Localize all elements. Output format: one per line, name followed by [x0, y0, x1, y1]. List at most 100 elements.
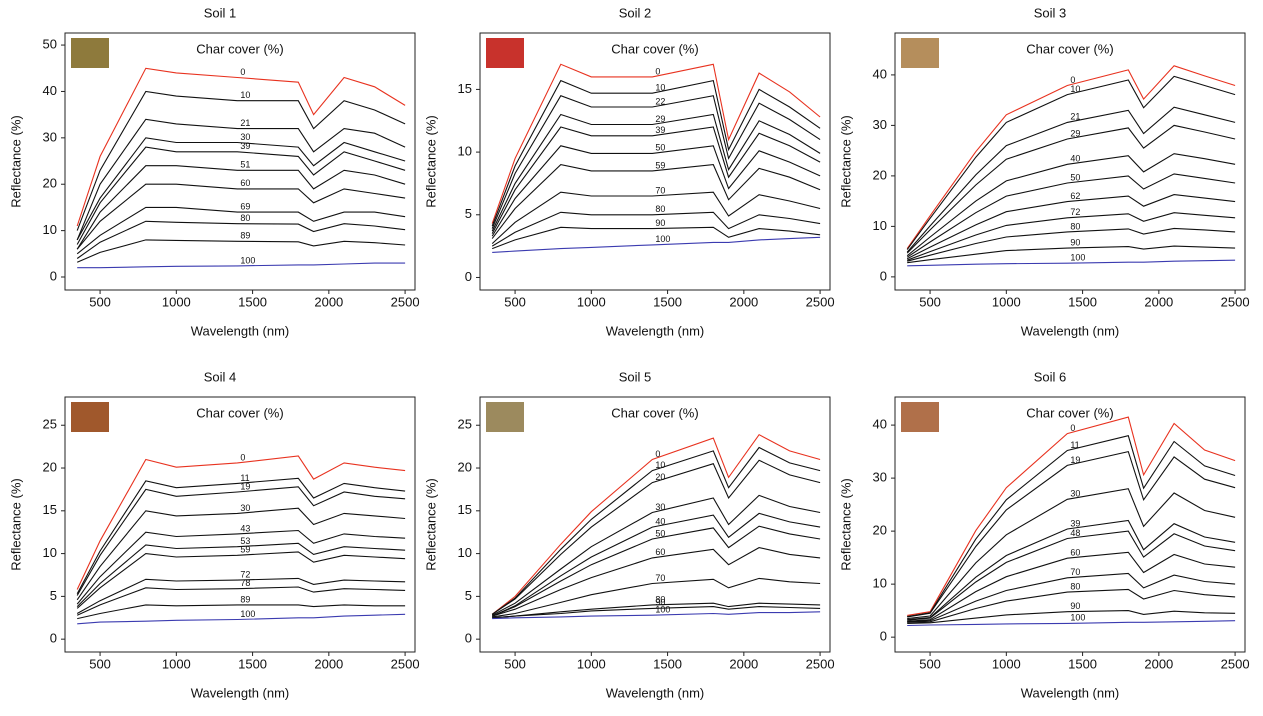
series-label: 80 [655, 594, 665, 604]
y-tick-label: 20 [458, 459, 472, 474]
spectrum-line [77, 604, 406, 620]
x-tick-label: 1500 [1068, 294, 1097, 309]
series-label: 80 [1070, 221, 1080, 231]
y-axis-label: Reflectance (%) [8, 115, 23, 207]
series-label: 100 [1070, 253, 1085, 263]
series-label: 80 [240, 213, 250, 223]
series-label: 10 [655, 460, 665, 470]
spectrum-line [76, 146, 406, 245]
series-label: 30 [655, 502, 665, 512]
series-label: 29 [1070, 128, 1080, 138]
x-tick-label: 1500 [1068, 656, 1097, 671]
spectrum-line [492, 611, 821, 620]
series-label: 80 [655, 204, 665, 214]
spectrum-line [76, 455, 406, 590]
y-tick-label: 15 [458, 81, 472, 96]
x-tick-label: 1000 [162, 656, 191, 671]
soil-swatch [71, 402, 109, 432]
series-label: 10 [655, 83, 665, 93]
series-label: 11 [240, 473, 249, 483]
spectrum-line [492, 236, 821, 253]
series-label: 50 [655, 143, 665, 153]
series-label: 39 [655, 125, 665, 135]
y-axis-label: Reflectance (%) [423, 115, 438, 207]
y-axis-label: Reflectance (%) [838, 478, 853, 570]
series-label: 0 [1070, 75, 1075, 85]
x-tick-label: 1500 [653, 294, 682, 309]
series-label: 21 [1070, 112, 1080, 122]
series-label: 20 [655, 472, 665, 482]
series-label: 40 [655, 516, 665, 526]
spectrum-line [76, 90, 406, 231]
legend-title: Char cover (%) [611, 405, 698, 420]
spectrum-line [76, 67, 406, 227]
soil-swatch [71, 38, 109, 68]
x-tick-label: 2000 [1144, 294, 1173, 309]
series-label: 50 [655, 528, 665, 538]
series-label: 72 [1070, 207, 1080, 217]
x-tick-label: 500 [919, 656, 941, 671]
series-label: 30 [240, 503, 250, 513]
x-tick-label: 1000 [577, 294, 606, 309]
spectrum-line [491, 525, 821, 617]
soil-swatch [486, 402, 524, 432]
spectrum-line [76, 486, 406, 596]
y-tick-label: 30 [873, 117, 887, 132]
series-label: 70 [1070, 567, 1080, 577]
spectrum-line [76, 551, 406, 609]
x-tick-label: 1000 [992, 294, 1021, 309]
series-label: 100 [655, 605, 670, 615]
spectrum-line [491, 126, 821, 234]
series-label: 80 [1070, 581, 1080, 591]
soil-swatch [901, 402, 939, 432]
series-label: 70 [655, 185, 665, 195]
series-label: 39 [1070, 518, 1080, 528]
spectrum-line [76, 165, 406, 250]
series-label: 53 [240, 536, 250, 546]
spectrum-line [77, 613, 406, 625]
x-tick-label: 2500 [1221, 656, 1250, 671]
series-label: 0 [1070, 423, 1075, 433]
chart-title: Soil 5 [619, 369, 652, 384]
y-tick-label: 20 [873, 523, 887, 538]
x-tick-label: 2500 [391, 294, 420, 309]
legend-title: Char cover (%) [611, 41, 698, 56]
series-label: 10 [240, 90, 250, 100]
spectrum-line [492, 226, 821, 250]
spectrum-line [907, 450, 1236, 618]
y-tick-label: 40 [43, 83, 57, 98]
series-label: 78 [240, 578, 250, 588]
spectrum-line [907, 259, 1236, 267]
y-tick-label: 50 [43, 36, 57, 51]
series-label: 50 [1070, 172, 1080, 182]
series-label: 0 [655, 449, 660, 459]
spectrum-line [906, 106, 1236, 253]
plot-frame [894, 32, 1246, 291]
chart-title: Soil 2 [619, 5, 652, 20]
series-label: 100 [240, 255, 255, 265]
spectrum-line [76, 206, 406, 255]
spectrum-line [907, 519, 1236, 621]
chart-title: Soil 3 [1034, 5, 1067, 20]
spectrum-line [76, 529, 406, 605]
y-tick-label: 10 [873, 576, 887, 591]
series-label: 72 [240, 569, 250, 579]
y-tick-label: 10 [43, 222, 57, 237]
x-axis-label: Wavelength (nm) [606, 685, 705, 700]
spectrum-line [907, 227, 1236, 262]
x-tick-label: 500 [89, 294, 111, 309]
y-tick-label: 5 [465, 206, 472, 221]
x-axis-label: Wavelength (nm) [191, 323, 290, 338]
spectrum-line [491, 79, 821, 227]
soil-swatch [901, 38, 939, 68]
spectrum-line [906, 153, 1236, 257]
spectrum-line [906, 173, 1236, 258]
x-tick-label: 2000 [1144, 656, 1173, 671]
series-label: 89 [240, 231, 250, 241]
spectrum-line [492, 577, 821, 618]
legend-title: Char cover (%) [1026, 41, 1113, 56]
legend-title: Char cover (%) [196, 41, 283, 56]
y-tick-label: 0 [880, 629, 887, 644]
spectrum-line [907, 610, 1236, 624]
